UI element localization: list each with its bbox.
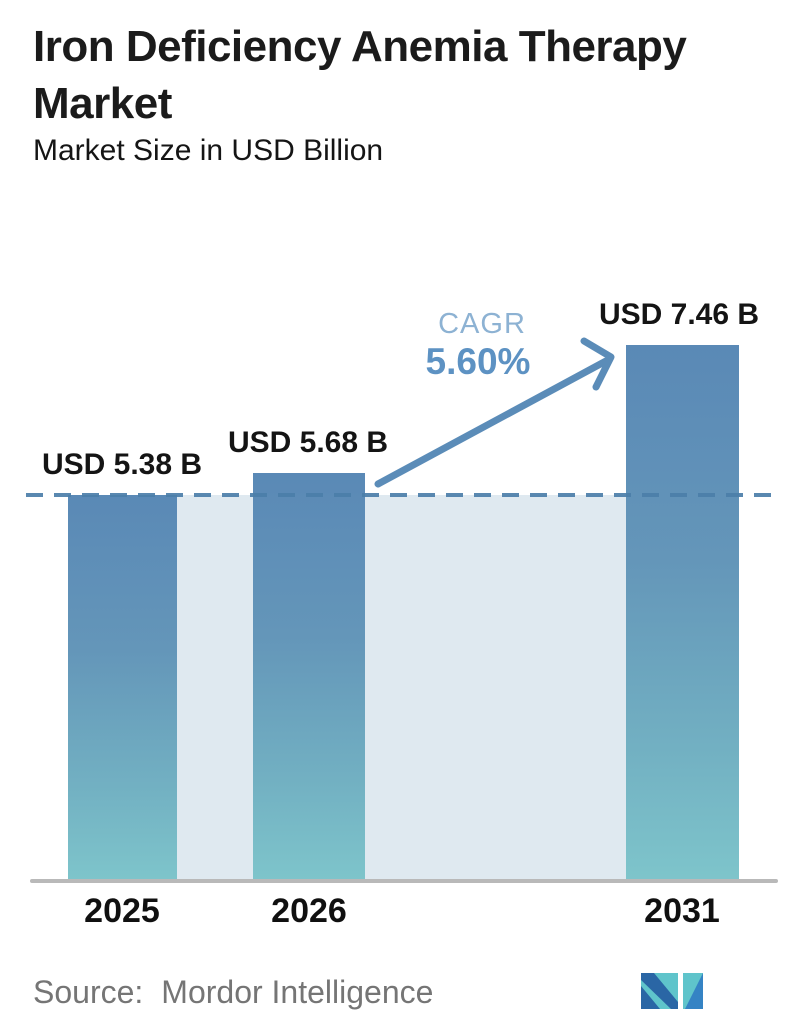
chart-subtitle: Market Size in USD Billion <box>33 134 384 167</box>
bar-2026 <box>253 473 365 882</box>
source-label: Source: <box>33 974 144 1010</box>
x-tick-label-2026: 2026 <box>271 892 347 930</box>
page-title: Iron Deficiency Anemia Therapy Market <box>33 22 687 128</box>
bar-value-label: USD 7.46 B <box>598 297 760 331</box>
x-tick-label-2031: 2031 <box>644 892 720 930</box>
source-name: Mordor Intelligence <box>161 974 434 1010</box>
cagr-label: CAGR <box>438 308 526 340</box>
x-axis-line <box>30 879 778 883</box>
bar-2031 <box>626 344 739 882</box>
cagr-value: 5.60% <box>425 341 531 382</box>
source-attribution: Source: Mordor Intelligence <box>33 974 433 1011</box>
reference-dashed-line <box>26 492 780 497</box>
mordor-intelligence-logo-icon <box>641 973 703 1009</box>
bar-2025 <box>68 494 177 882</box>
bar-value-label: USD 5.68 B <box>227 426 389 460</box>
bar-value-label: USD 5.38 B <box>41 447 203 481</box>
x-tick-label-2025: 2025 <box>84 892 160 930</box>
